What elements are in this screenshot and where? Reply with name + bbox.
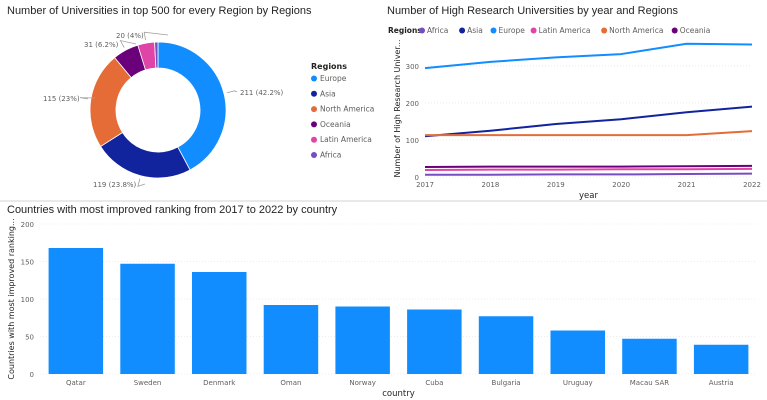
- bar-y-tick-label: 0: [30, 371, 34, 379]
- bar-macau-sar: [622, 338, 677, 374]
- line-legend-marker: [459, 27, 466, 34]
- bar-y-tick-label: 150: [21, 259, 34, 267]
- line-legend-marker: [601, 27, 608, 34]
- donut-chart-panel: Number of Universities in top 500 for ev…: [0, 0, 380, 197]
- line-chart: Regions Africa Asia Europe Latin America Nort…: [388, 26, 761, 200]
- donut-leader-line: [143, 31, 169, 41]
- donut-legend-marker: [311, 90, 317, 97]
- donut-legend-marker: [311, 121, 317, 128]
- line-legend-label: Europe: [499, 26, 526, 35]
- donut-data-label: 211 (42.2%): [240, 89, 284, 97]
- bar-x-axis-title: country: [382, 389, 415, 399]
- donut-legend-marker: [311, 136, 317, 143]
- line-x-axis-title: year: [579, 191, 598, 200]
- bar-denmark: [192, 272, 247, 374]
- donut-legend-label: Africa: [320, 151, 341, 160]
- bar-chart: 0 50 100 150 200 Qatar Sweden Denmark Oman Norway…: [7, 218, 757, 399]
- line-legend-marker: [530, 27, 537, 34]
- line-legend-title: Regions: [388, 26, 422, 35]
- line-series-europe: [424, 42, 753, 70]
- bar-oman: [263, 305, 319, 374]
- bar-bulgaria: [478, 316, 534, 374]
- bar-x-tick-label: Cuba: [425, 379, 443, 387]
- line-series-north-america: [425, 130, 753, 137]
- line-chart-title: Number of High Research Universities by …: [387, 5, 679, 17]
- line-x-tick-label: 2021: [678, 181, 696, 189]
- line-x-tick-label: 2019: [547, 181, 565, 189]
- line-legend-label: Oceania: [680, 26, 711, 35]
- line-x-tick-label: 2018: [481, 181, 499, 189]
- line-y-tick-label: 300: [406, 63, 419, 71]
- line-legend-label: Africa: [427, 26, 448, 35]
- bar-norway: [335, 306, 390, 374]
- line-series-africa: [425, 172, 753, 176]
- line-x-tick-label: 2022: [743, 181, 761, 189]
- bar-chart-panel: Countries with most improved ranking fro…: [0, 202, 767, 400]
- bar-x-tick-label: Oman: [280, 379, 301, 387]
- bar-x-tick-label: Bulgaria: [492, 379, 521, 387]
- line-legend-label: Latin America: [539, 26, 591, 35]
- donut-legend-label: North America: [320, 105, 374, 114]
- donut-slice-africa: [154, 41, 159, 69]
- donut-legend-marker: [311, 75, 317, 82]
- donut-leader-line: [226, 90, 238, 94]
- donut-legend-label: Asia: [320, 89, 336, 98]
- line-y-tick-label: 0: [415, 174, 419, 182]
- line-legend-label: North America: [609, 26, 663, 35]
- donut-legend-label: Europe: [320, 74, 347, 83]
- line-chart-panel: Number of High Research Universities by …: [384, 0, 767, 200]
- bar-y-tick-label: 200: [21, 221, 34, 229]
- donut-data-label: 31 (6.2%): [84, 41, 119, 49]
- bar-uruguay: [550, 330, 605, 374]
- donut-slice-north-america: [89, 57, 132, 147]
- bar-y-tick-label: 100: [21, 296, 34, 304]
- bar-x-tick-label: Denmark: [203, 379, 236, 387]
- donut-slice-asia: [100, 131, 191, 179]
- donut-chart-title: Number of Universities in top 500 for ev…: [7, 5, 312, 17]
- donut-leader-line: [79, 97, 96, 100]
- donut-legend-marker: [311, 152, 317, 158]
- donut-slice-europe: [157, 41, 227, 171]
- line-series-asia: [424, 105, 753, 138]
- line-x-tick-label: 2020: [612, 181, 630, 189]
- line-legend-marker: [671, 27, 678, 34]
- donut-legend-title: Regions: [311, 62, 347, 71]
- donut-legend-label: Latin America: [320, 135, 372, 144]
- bar-x-tick-label: Qatar: [66, 379, 86, 387]
- bar-y-tick-label: 50: [25, 334, 34, 342]
- donut-legend-label: Oceania: [320, 120, 351, 129]
- line-y-axis-title: Number of High Research Univer...: [393, 39, 402, 177]
- line-legend-marker: [419, 27, 425, 34]
- line-series-oceania: [424, 164, 753, 169]
- bar-x-tick-label: Norway: [349, 379, 376, 387]
- line-series-latin-america: [424, 167, 753, 171]
- line-legend-marker: [490, 27, 497, 34]
- donut-chart: 211 (42.2%) 119 (23.8%) 115 (23%) 31 (6.2%)…: [43, 31, 374, 189]
- donut-data-label: 20 (4%): [116, 32, 144, 40]
- line-y-tick-label: 100: [406, 137, 419, 145]
- bar-austria: [693, 344, 749, 374]
- bar-chart-title: Countries with most improved ranking fro…: [7, 204, 338, 216]
- bar-qatar: [48, 248, 104, 374]
- bar-y-axis-title: Countries with most improved ranking...: [7, 218, 16, 379]
- bar-x-tick-label: Austria: [709, 379, 734, 387]
- bar-x-tick-label: Uruguay: [563, 379, 593, 387]
- bar-x-tick-label: Macau SAR: [630, 379, 669, 387]
- bar-sweden: [120, 263, 175, 374]
- donut-legend-marker: [311, 106, 317, 113]
- bar-cuba: [407, 309, 462, 374]
- donut-data-label: 119 (23.8%): [93, 181, 137, 189]
- line-y-tick-label: 200: [406, 100, 419, 108]
- panel-separator: [0, 200, 767, 202]
- bar-x-tick-label: Sweden: [134, 379, 162, 387]
- donut-data-label: 115 (23%): [43, 95, 80, 103]
- line-legend-label: Asia: [467, 26, 483, 35]
- donut-leader-line: [119, 39, 137, 48]
- line-x-tick-label: 2017: [416, 181, 434, 189]
- donut-leader-line: [137, 178, 146, 188]
